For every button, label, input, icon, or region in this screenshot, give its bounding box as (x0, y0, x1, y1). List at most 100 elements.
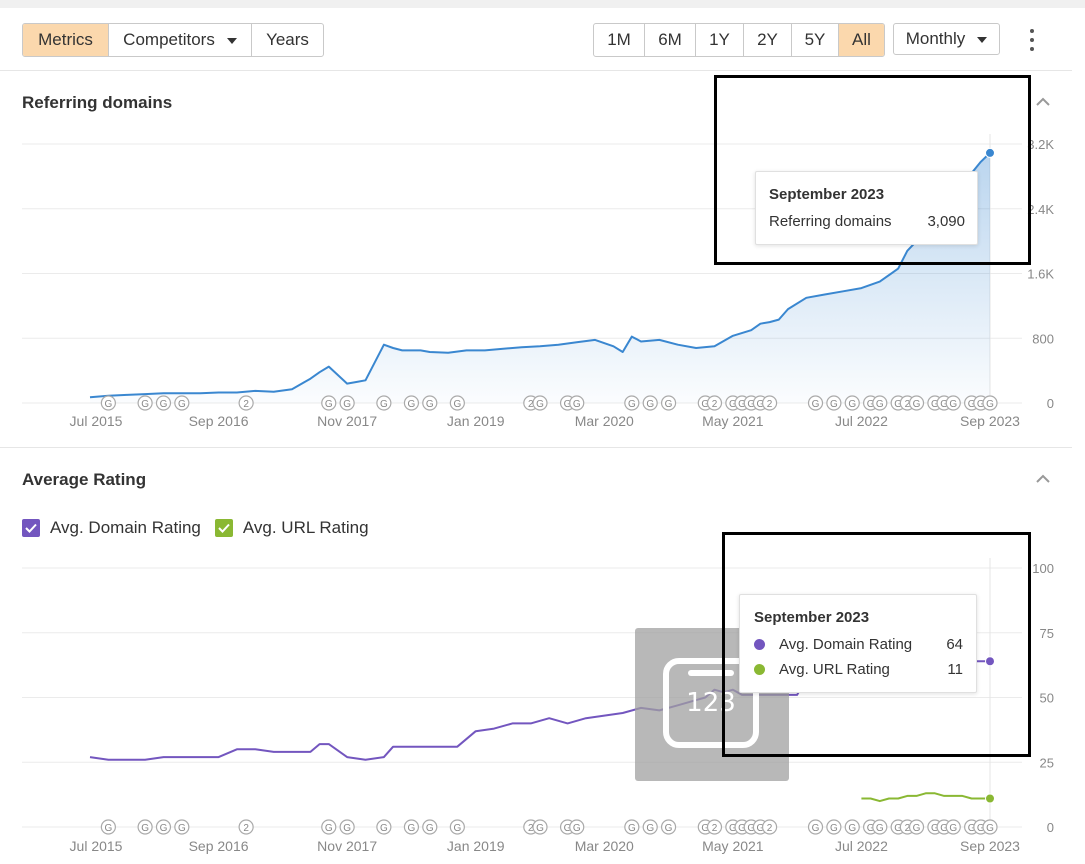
annotation-marker[interactable] (376, 819, 392, 835)
annotation-marker-label: G (646, 399, 654, 410)
tooltip-label: Avg. URL Rating (779, 661, 890, 678)
annotation-marker[interactable] (624, 819, 640, 835)
annotation-marker[interactable] (449, 819, 465, 835)
annotation-marker[interactable] (532, 395, 548, 411)
x-tick-label: Jul 2022 (835, 838, 888, 854)
annotation-marker[interactable] (761, 819, 778, 835)
series-end-point[interactable] (985, 793, 995, 804)
annotation-marker-label: G (564, 823, 572, 834)
series-end-point[interactable] (985, 656, 995, 667)
legend-domain-rating[interactable]: Avg. Domain Rating (22, 518, 201, 538)
annotation-marker[interactable] (872, 819, 888, 835)
tooltip-date: September 2023 (769, 186, 885, 203)
series-line (861, 792, 990, 803)
y-tick-label: 3.2K (1027, 137, 1054, 152)
range-2y-button[interactable]: 2Y (744, 24, 792, 56)
annotation-marker-label: G (141, 399, 149, 410)
x-tick-label: Mar 2020 (575, 838, 634, 854)
annotation-marker[interactable] (339, 819, 355, 835)
annotation-marker-label: G (940, 399, 948, 410)
annotation-marker[interactable] (706, 395, 723, 411)
annotation-marker[interactable] (321, 395, 337, 411)
annotation-marker[interactable] (642, 395, 658, 411)
annotation-marker[interactable] (174, 395, 190, 411)
annotation-marker[interactable] (137, 395, 153, 411)
annotation-marker[interactable] (706, 819, 723, 835)
annotation-marker[interactable] (982, 819, 998, 835)
y-tick-label: 0 (1047, 820, 1054, 835)
annotation-marker[interactable] (945, 819, 961, 835)
x-tick-label: Mar 2020 (575, 413, 634, 429)
annotation-marker[interactable] (376, 395, 392, 411)
x-tick-label: Nov 2017 (317, 413, 377, 429)
annotation-marker-label: G (986, 823, 994, 834)
annotation-marker[interactable] (826, 819, 842, 835)
annotation-marker[interactable] (761, 395, 778, 411)
annotation-marker[interactable] (449, 395, 465, 411)
legend-url-rating[interactable]: Avg. URL Rating (214, 518, 369, 538)
annotation-marker-label: G (453, 823, 461, 834)
annotation-marker[interactable] (403, 819, 420, 835)
annotation-marker[interactable] (155, 819, 172, 835)
annotation-marker[interactable] (569, 819, 585, 835)
series-end-point[interactable] (985, 147, 995, 158)
range-1m-button[interactable]: 1M (594, 24, 645, 56)
annotation-marker[interactable] (238, 819, 254, 835)
annotation-marker[interactable] (137, 819, 153, 835)
annotation-marker[interactable] (660, 819, 677, 835)
annotation-marker-label: G (343, 399, 351, 410)
checkbox-checked-icon[interactable] (22, 519, 40, 537)
annotation-marker[interactable] (403, 395, 420, 411)
referring-tooltip: September 2023 Referring domains 3,090 (755, 171, 978, 245)
annotation-marker[interactable] (238, 395, 254, 411)
toolbar: Metrics Competitors Years 1M 6M 1Y 2Y 5Y… (0, 8, 1085, 70)
chevron-up-icon[interactable] (1035, 471, 1051, 487)
annotation-marker[interactable] (624, 395, 640, 411)
annotation-marker[interactable] (982, 395, 998, 411)
range-all-button[interactable]: All (839, 24, 884, 56)
annotation-marker[interactable] (422, 819, 438, 835)
chevron-up-icon[interactable] (1035, 94, 1051, 110)
range-6m-button[interactable]: 6M (645, 24, 696, 56)
y-tick-label: 50 (1040, 691, 1054, 706)
annotation-marker[interactable] (642, 819, 658, 835)
annotation-marker[interactable] (945, 395, 961, 411)
annotation-marker[interactable] (174, 819, 190, 835)
tab-competitors[interactable]: Competitors (109, 24, 252, 56)
annotation-marker[interactable] (844, 395, 860, 411)
annotation-marker[interactable] (155, 395, 172, 411)
annotation-marker[interactable] (908, 395, 925, 411)
annotation-marker[interactable] (569, 395, 585, 411)
annotation-marker-label: G (665, 399, 673, 410)
annotation-marker[interactable] (908, 819, 925, 835)
annotation-marker-label: G (325, 399, 333, 410)
range-1y-button[interactable]: 1Y (696, 24, 744, 56)
annotation-marker[interactable] (826, 395, 842, 411)
rating-legend: Avg. Domain Rating Avg. URL Rating (22, 518, 383, 538)
annotation-marker-label: G (949, 399, 957, 410)
annotation-marker[interactable] (807, 395, 824, 411)
annotation-marker[interactable] (100, 819, 116, 835)
checkbox-checked-icon[interactable] (214, 519, 233, 537)
tab-years[interactable]: Years (252, 24, 323, 56)
annotation-marker[interactable] (339, 395, 355, 411)
annotation-marker-label: G (160, 823, 168, 834)
annotation-marker-label: G (894, 823, 902, 834)
interval-dropdown[interactable]: Monthly (893, 23, 1000, 55)
annotation-marker[interactable] (844, 819, 860, 835)
annotation-marker-label: G (848, 399, 856, 410)
annotation-marker[interactable] (422, 395, 438, 411)
annotation-marker-label: G (160, 399, 168, 410)
annotation-marker[interactable] (872, 395, 888, 411)
annotation-marker-label: G (564, 399, 572, 410)
kebab-icon[interactable] (1022, 29, 1042, 51)
tab-metrics[interactable]: Metrics (23, 24, 109, 56)
range-5y-button[interactable]: 5Y (792, 24, 839, 56)
annotation-marker[interactable] (321, 819, 337, 835)
annotation-marker[interactable] (807, 819, 824, 835)
annotation-marker[interactable] (532, 819, 548, 835)
x-tick-label: Jul 2015 (70, 413, 123, 429)
annotation-marker[interactable] (100, 395, 116, 411)
annotation-marker[interactable] (660, 395, 677, 411)
